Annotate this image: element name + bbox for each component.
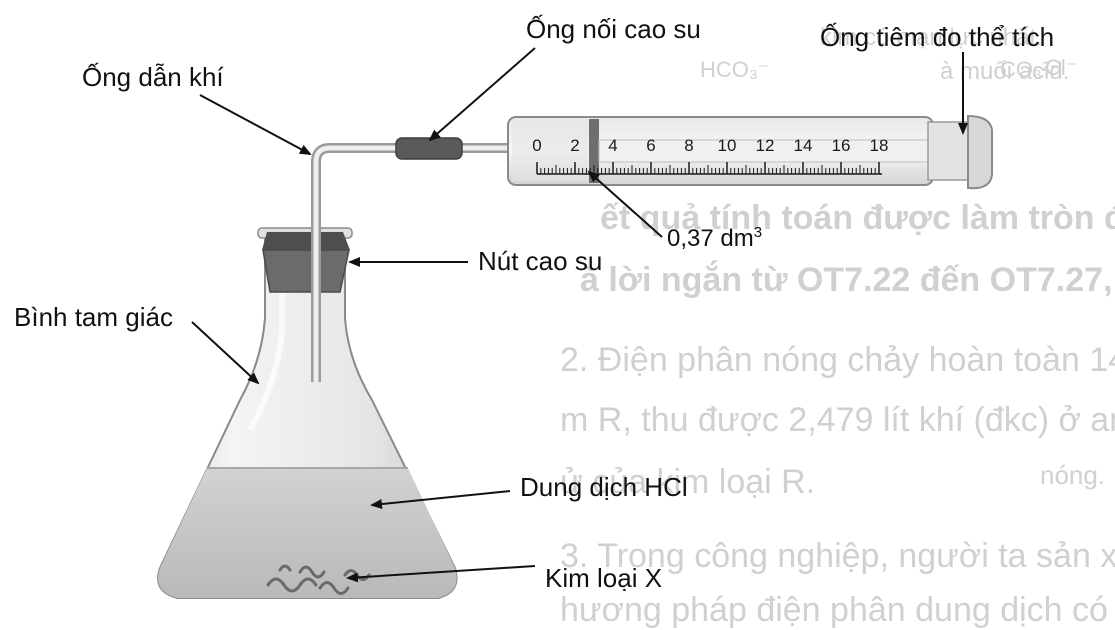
bg-text-1: kim có mạn lực nhất. [820, 24, 1043, 51]
label-flask: Bình tam giác [14, 302, 173, 332]
arrow-flask [191, 321, 260, 385]
bg-text-7: m R, thu được 2,479 lít khí (đkc) ở anod… [560, 401, 1115, 439]
arrow-metal [346, 565, 536, 583]
bg-text-4: ết quả tính toán được làm tròn đến hàng … [600, 199, 1115, 237]
tick-label: 4 [608, 136, 617, 155]
bg-text-5: à lời ngắn từ OT7.22 đến OT7.27, [580, 261, 1113, 299]
bg-text-12: CO₃²⁻ [1000, 57, 1061, 82]
tick-label: 8 [684, 136, 693, 155]
label-solution: Dung dịch HCl [520, 472, 688, 502]
measuring-syringe: 0 2 4 6 8 10 12 14 16 18 [507, 114, 993, 190]
arrow-volume [587, 170, 663, 238]
tick-label: 12 [756, 136, 775, 155]
gas-delivery-tube [311, 143, 515, 382]
volume-value: 0,37 dm [667, 225, 754, 252]
label-rubber-connector: Ống nối cao su [526, 14, 701, 44]
bg-text-6: 2. Điện phân nóng chảy hoàn toàn 14,9 g … [560, 341, 1115, 379]
leader-arrows [191, 47, 968, 583]
tick-label: 16 [832, 136, 851, 155]
label-syringe: Ống tiêm đo thể tích [820, 22, 1055, 52]
rubber-connector [395, 137, 463, 160]
bg-text-14: Cl⁻ [1045, 55, 1078, 80]
arrow-gas-tube [199, 94, 312, 155]
label-gas-tube: Ống dẫn khí [82, 62, 224, 92]
tick-label: 14 [794, 136, 813, 155]
label-volume: 0,37 dm3 [667, 224, 762, 253]
bg-text-9: 3. Trong công nghiệp, người ta sản xuất … [560, 537, 1115, 575]
bg-text-13: HCO₃⁻ [700, 57, 770, 82]
bg-text-11: nóng. [1040, 460, 1106, 490]
tick-label: 10 [718, 136, 737, 155]
label-metal: Kim loại X [545, 563, 663, 593]
syringe-minor-ticks [536, 162, 880, 174]
bg-text-8: ử của kim loại R. [560, 463, 816, 501]
label-stopper: Nút cao su [478, 246, 603, 276]
arrow-connector [428, 47, 536, 142]
tick-label: 2 [570, 136, 579, 155]
tick-label: 0 [532, 136, 541, 155]
volume-exponent: 3 [753, 224, 763, 241]
bg-text-2: à muối acid. [940, 58, 1070, 85]
syringe-tick-labels: 0 2 4 6 8 10 12 14 16 18 [532, 136, 888, 155]
tick-label: 18 [870, 136, 889, 155]
arrow-solution [370, 490, 511, 509]
rubber-stopper [262, 232, 350, 293]
tick-label: 6 [646, 136, 655, 155]
